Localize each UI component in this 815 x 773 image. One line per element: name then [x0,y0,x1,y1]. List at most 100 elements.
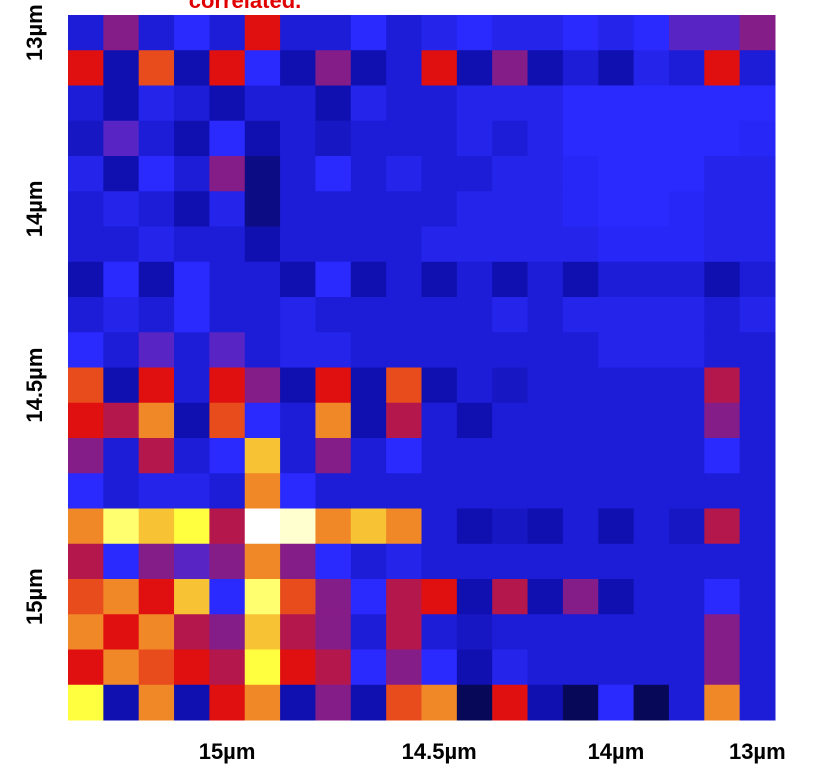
heatmap-cell [103,473,140,509]
heatmap-cell [739,15,776,51]
heatmap-cell [633,614,670,650]
heatmap-cell [456,156,493,192]
heatmap-cell [704,15,741,51]
heatmap-cell [598,649,635,686]
heatmap-cell [598,85,635,122]
heatmap-cell [350,438,387,474]
heatmap-cell [315,191,352,227]
heatmap-cell [280,649,316,686]
heatmap-cell [103,438,140,474]
heatmap-cell [138,191,175,227]
heatmap-cell [386,297,422,333]
heatmap-cell [704,191,741,227]
heatmap-cell [562,543,599,580]
heatmap-cell [209,50,246,86]
heatmap-cell [280,367,316,404]
heatmap-cell [492,261,529,298]
heatmap-cell [209,226,246,263]
heatmap-cell [527,15,564,51]
heatmap-cell [633,684,670,721]
heatmap-cell [174,614,210,650]
heatmap-cell [421,543,458,580]
heatmap-cell [280,332,316,368]
heatmap-cell [668,297,705,333]
heatmap-cell [492,297,529,333]
heatmap-cell [244,402,281,439]
heatmap-cell [386,508,422,545]
heatmap-cell [350,508,387,545]
heatmap-cell [739,226,776,263]
x-tick-label: 14µm [588,739,645,764]
heatmap-cell [456,473,493,509]
heatmap-cell [68,191,104,227]
heatmap-cell [174,261,210,298]
heatmap-cell [244,367,281,404]
heatmap-cell [598,508,635,545]
heatmap-cell [68,261,104,298]
heatmap-cell [103,402,140,439]
heatmap-cell [315,15,352,51]
heatmap-cell [280,50,316,86]
heatmap-cell [350,85,387,122]
heatmap-cell [633,543,670,580]
heatmap-cell [386,367,422,404]
heatmap-cell [280,191,316,227]
heatmap-cell [138,50,175,86]
heatmap-cell [138,261,175,298]
heatmap-cell [739,367,776,404]
heatmap-cell [138,156,175,192]
heatmap-cell [244,614,281,650]
heatmap-cell [386,50,422,86]
heatmap-cell [456,543,493,580]
heatmap-cell [138,473,175,509]
heatmap-cell [704,50,741,86]
heatmap-cell [315,473,352,509]
heatmap-cell [633,649,670,686]
heatmap-cell [350,332,387,368]
heatmap-cell [704,261,741,298]
heatmap-cell [315,508,352,545]
heatmap-cell [598,50,635,86]
heatmap-cell [209,438,246,474]
heatmap-cell [244,649,281,686]
heatmap-cell [315,226,352,263]
heatmap-cell [421,684,458,721]
heatmap-cell [350,226,387,263]
heatmap-cell [103,684,140,721]
heatmap-cell [633,15,670,51]
heatmap-cell [598,156,635,192]
heatmap-cell [174,297,210,333]
heatmap-cell [68,508,104,545]
heatmap-cell [527,50,564,86]
heatmap-cell [103,367,140,404]
heatmap-cell [668,261,705,298]
heatmap-cell [244,226,281,263]
heatmap-cell [668,508,705,545]
heatmap-cell [562,684,599,721]
heatmap-cell [633,120,670,157]
heatmap-cell [598,402,635,439]
heatmap-cell [174,191,210,227]
heatmap-cell [562,438,599,474]
heatmap-cell [739,50,776,86]
heatmap-cell [598,261,635,298]
heatmap-cell [350,367,387,404]
heatmap-cell [68,332,104,368]
heatmap-cell [138,15,175,51]
heatmap-cell [103,85,140,122]
heatmap-cell [668,15,705,51]
heatmap-cell [704,579,741,615]
heatmap-cell [350,543,387,580]
heatmap-cell [704,508,741,545]
heatmap-cell [386,684,422,721]
heatmap-cell [562,367,599,404]
heatmap-cell [739,684,776,721]
heatmap-cell [209,579,246,615]
heatmap-cell [492,85,529,122]
heatmap-cell [633,579,670,615]
heatmap-cell [456,191,493,227]
heatmap-cell [492,508,529,545]
heatmap-cell [704,684,741,721]
heatmap-cell [386,191,422,227]
